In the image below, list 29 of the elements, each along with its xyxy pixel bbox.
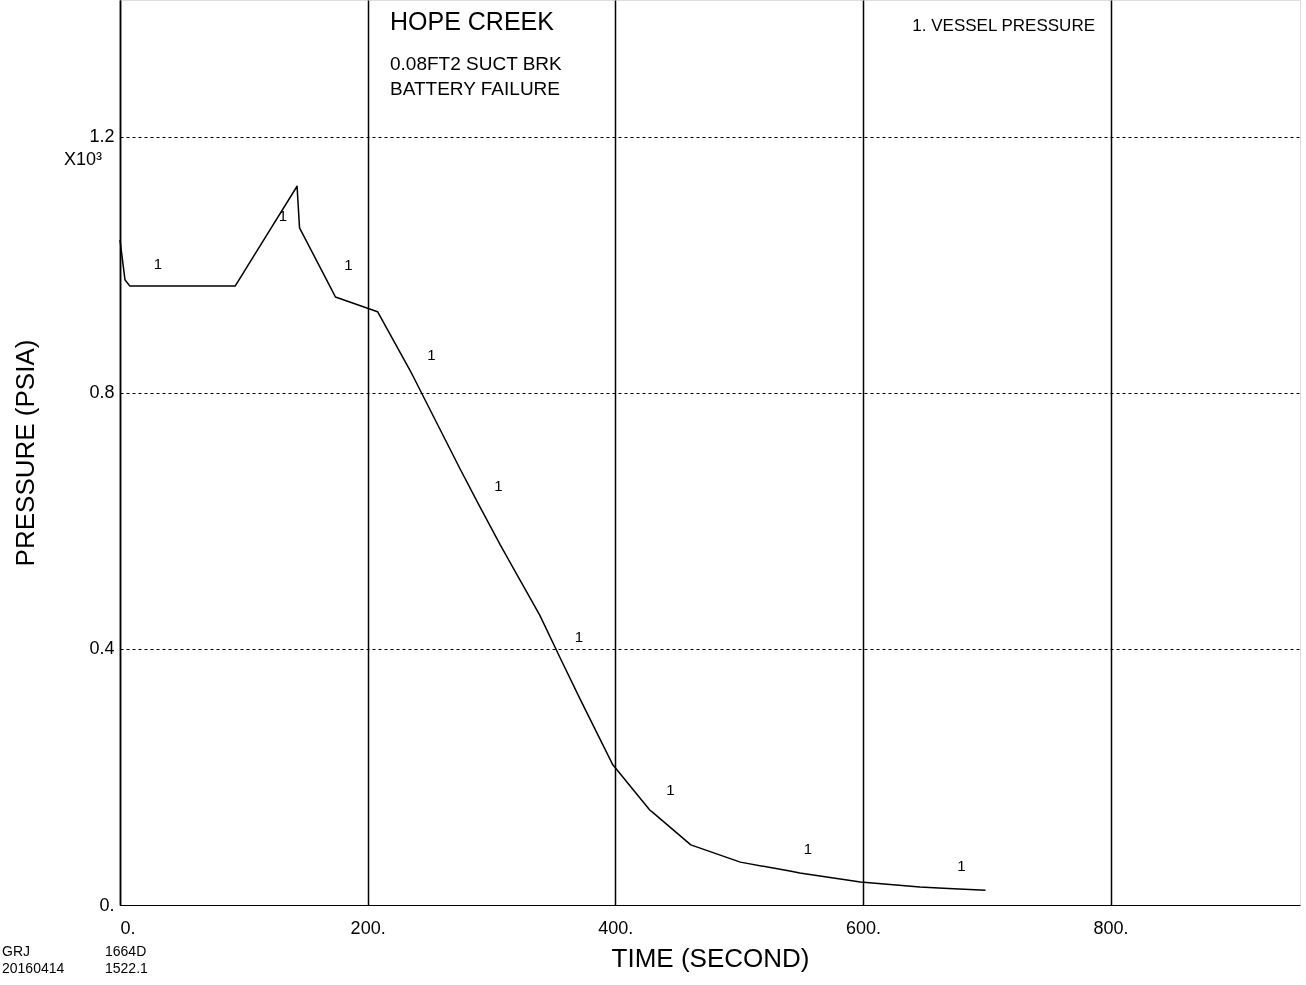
x-tick-label: 800. — [1093, 917, 1129, 938]
y-tick-label: 0. — [99, 894, 115, 915]
annotation: 1 — [427, 345, 436, 363]
x-tick-label: 0. — [120, 917, 136, 938]
text: 1522.1 — [105, 960, 149, 976]
text: BATTERY FAILURE — [390, 78, 560, 99]
annotation: 1 — [494, 476, 503, 494]
annotation: 1 — [666, 781, 675, 799]
y-tick-label: 0.4 — [89, 638, 115, 659]
y-axis-title: PRESSURE (PSIA) — [10, 339, 41, 567]
annotation: 1 — [153, 255, 162, 273]
annotation: 1 — [344, 256, 353, 274]
y-tick-label: 0.8 — [89, 382, 115, 403]
chart-title: HOPE CREEK — [390, 7, 555, 35]
text: 20160414 — [2, 960, 65, 976]
x-tick-label: 600. — [845, 917, 881, 938]
annotation: 1 — [957, 857, 966, 875]
text: 1664D — [105, 943, 147, 959]
annotation: 1 — [278, 207, 288, 225]
text: GRJ — [2, 943, 30, 959]
annotation: 1 — [803, 840, 813, 858]
annotation: 1 — [574, 628, 583, 646]
text: 0.08FT2 SUCT BRK — [390, 53, 562, 74]
x-axis-title: TIME (SECOND) — [611, 942, 810, 973]
y-tick-label: 1.2 — [89, 126, 115, 147]
x-tick-label: 200. — [350, 917, 386, 938]
text: 1. VESSEL PRESSURE — [912, 16, 1095, 35]
x-tick-label: 400. — [598, 917, 634, 938]
text: X10³ — [63, 149, 102, 169]
